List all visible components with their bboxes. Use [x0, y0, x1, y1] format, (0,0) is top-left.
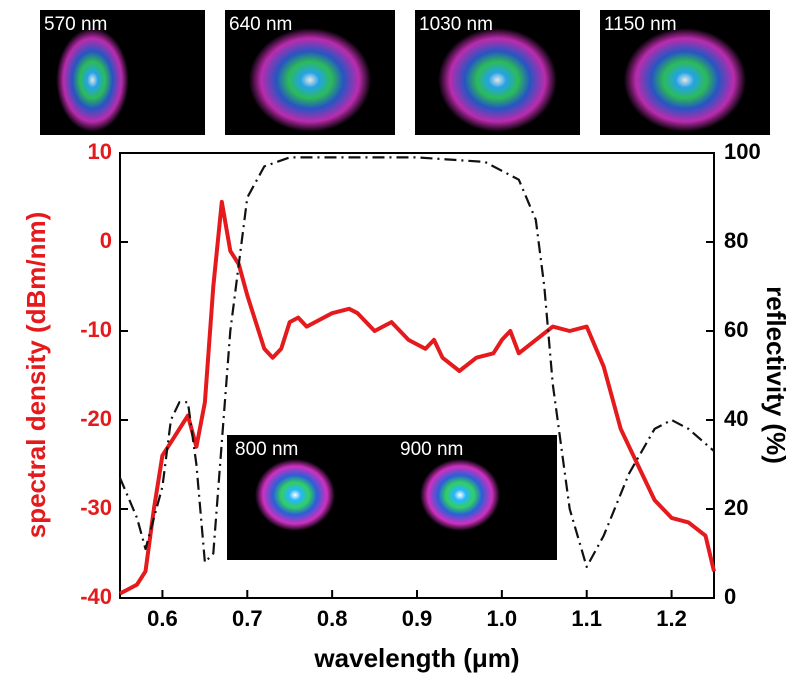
y2-tick-label: 60 — [724, 317, 748, 342]
y2-axis-label: reflectivity (%) — [761, 286, 791, 464]
y-tick-label: 0 — [100, 228, 112, 253]
x-tick-label: 0.7 — [232, 606, 263, 631]
inset-label: 640 nm — [229, 14, 292, 35]
x-tick-label: 1.1 — [571, 606, 602, 631]
y2-tick-label: 40 — [724, 406, 748, 431]
x-tick-label: 1.2 — [656, 606, 687, 631]
x-axis-label: wavelength (μm) — [313, 643, 519, 673]
inset-label: 1150 nm — [604, 14, 677, 35]
y-tick-label: -40 — [80, 584, 112, 609]
inset-mode — [56, 28, 129, 132]
y2-tick-label: 20 — [724, 495, 748, 520]
x-tick-label: 0.6 — [147, 606, 178, 631]
y-axis-label: spectral density (dBm/nm) — [21, 212, 51, 539]
inset-mode — [255, 459, 335, 531]
inset-label: 1030 nm — [419, 14, 493, 35]
inset-mode — [420, 459, 500, 531]
y2-tick-label: 100 — [724, 139, 761, 164]
x-tick-label: 0.8 — [317, 606, 348, 631]
inset-mode — [248, 28, 372, 132]
y2-tick-label: 0 — [724, 584, 736, 609]
series-line — [118, 156, 715, 568]
inset-mode — [623, 28, 747, 132]
y-tick-label: -30 — [80, 495, 112, 520]
y-tick-label: -10 — [80, 317, 112, 342]
inset-mode — [438, 28, 557, 132]
inset-label: 570 nm — [44, 14, 107, 35]
y2-tick-label: 80 — [724, 228, 748, 253]
x-tick-label: 0.9 — [402, 606, 433, 631]
y-tick-label: -20 — [80, 406, 112, 431]
inset-label: 900 nm — [400, 439, 463, 460]
y-tick-label: 10 — [88, 139, 112, 164]
x-tick-label: 1.0 — [487, 606, 518, 631]
inset-label: 800 nm — [235, 439, 298, 460]
